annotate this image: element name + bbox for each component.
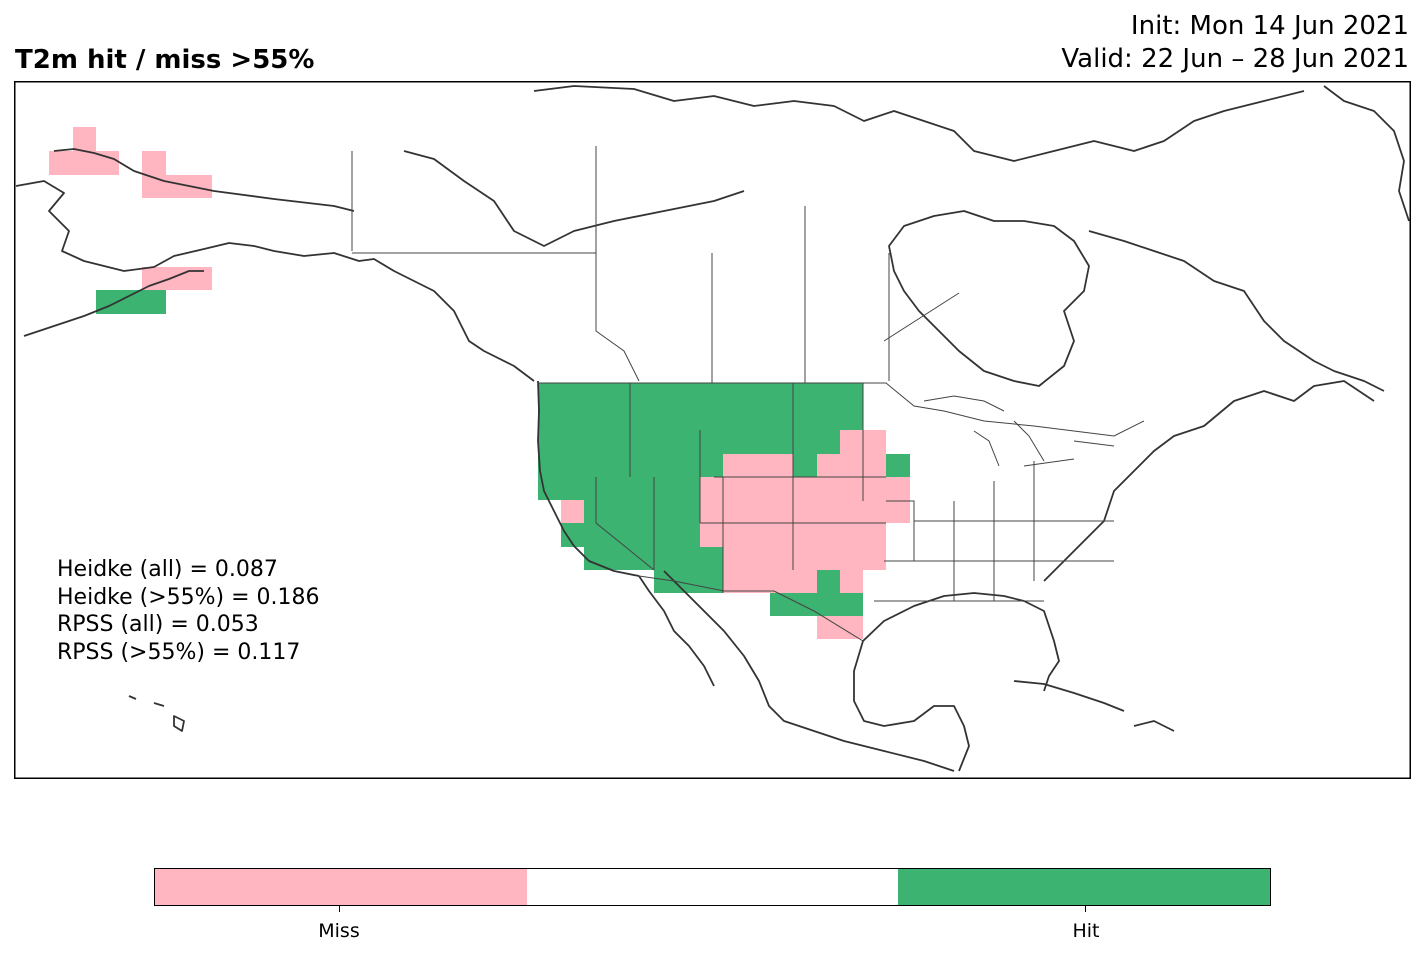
border-us-mexico <box>638 575 864 642</box>
grid-cell <box>73 127 96 151</box>
grid-cell <box>96 290 166 314</box>
coastline-alaska-north <box>53 148 355 212</box>
grid-cell <box>561 500 584 523</box>
heidke-55-score: Heidke (>55%) = 0.186 <box>57 584 320 610</box>
colorbar-tick <box>339 906 340 912</box>
grid-cell <box>700 500 910 523</box>
border-canada-us <box>538 382 1145 437</box>
grid-cell <box>723 454 793 477</box>
grid-cell <box>770 593 863 616</box>
grid-cell <box>142 151 166 175</box>
colorbar <box>154 868 1271 906</box>
coastline-hudson-bay <box>888 210 1090 387</box>
coastline-gulf <box>862 592 1060 692</box>
coastline-east-us <box>1043 380 1375 582</box>
grid-cell <box>654 570 723 593</box>
colorbar-tick <box>1085 906 1086 912</box>
coastline-baja <box>638 575 715 687</box>
border-canada-provinces <box>352 146 960 383</box>
coastline-mexico-west <box>663 570 955 772</box>
grid-cell <box>817 570 840 593</box>
grid-cell <box>886 454 910 477</box>
grid-cell <box>723 547 886 570</box>
coastline-arctic-islands <box>533 85 1305 162</box>
colorbar-label-hit: Hit <box>1072 920 1100 942</box>
coastline-aleutians <box>23 270 204 337</box>
grid-cell <box>723 523 886 547</box>
map-title: T2m hit / miss >55% <box>15 45 315 75</box>
grid-cell <box>817 454 886 477</box>
colorbar-neutral-segment <box>526 869 899 905</box>
colorbar-hit-segment <box>898 869 1271 905</box>
map-panel <box>14 81 1411 779</box>
grid-cell <box>538 430 840 454</box>
grid-cell <box>538 383 863 430</box>
grid-cell <box>700 523 723 547</box>
colorbar-label-miss: Miss <box>318 920 360 942</box>
coastline-hispaniola <box>1133 720 1175 732</box>
rpss-all-score: RPSS (all) = 0.053 <box>57 612 259 637</box>
grid-cell <box>561 523 723 547</box>
great-lakes <box>923 395 1115 467</box>
border-us-states <box>595 383 1114 602</box>
init-date-label: Init: Mon 14 Jun 2021 <box>1130 11 1409 41</box>
valid-date-label: Valid: 22 Jun – 28 Jun 2021 <box>1061 44 1409 74</box>
grid-cell <box>538 477 700 500</box>
grid-cell <box>142 175 212 198</box>
heidke-all-score: Heidke (all) = 0.087 <box>57 557 278 582</box>
coastline-labrador <box>1088 230 1385 392</box>
grid-cell <box>723 570 817 593</box>
skill-scores-panel: Heidke (all) = 0.087 Heidke (>55%) = 0.1… <box>57 556 320 666</box>
rpss-55-score: RPSS (>55%) = 0.117 <box>57 639 301 665</box>
coastline-alaska <box>15 180 535 382</box>
grid-cell <box>840 570 863 593</box>
grid-cell <box>49 151 119 175</box>
coastline-hawaii <box>128 695 185 732</box>
grid-cell <box>142 267 212 290</box>
coastline-arctic-canada <box>403 150 745 247</box>
grid-cell <box>700 477 910 500</box>
grid-cell <box>793 454 817 477</box>
colorbar-miss-segment <box>155 869 527 905</box>
coastline-gulf-mexico <box>853 640 970 772</box>
coastline-cuba <box>1013 680 1125 712</box>
coastline-greenland <box>1323 85 1410 222</box>
coastline-west-us <box>537 380 640 577</box>
map-frame <box>14 81 1411 779</box>
